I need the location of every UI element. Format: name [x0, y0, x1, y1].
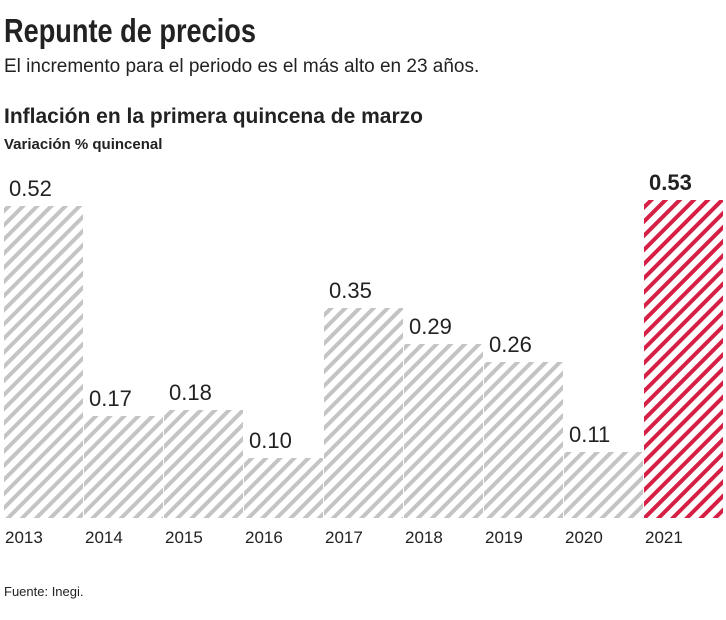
x-tick-label: 2016	[245, 528, 283, 547]
bar	[404, 344, 483, 518]
value-label: 0.26	[489, 332, 532, 357]
value-label: 0.29	[409, 314, 452, 339]
value-label: 0.10	[249, 428, 292, 453]
value-label: 0.18	[169, 380, 212, 405]
bar	[244, 458, 323, 518]
bar	[564, 452, 643, 518]
source: Fuente: Inegi.	[4, 584, 84, 599]
bar	[4, 206, 83, 518]
value-label: 0.52	[9, 176, 52, 201]
y-axis-label: Variación % quincenal	[4, 136, 162, 153]
x-tick-label: 2014	[85, 528, 123, 547]
bar	[644, 200, 723, 518]
chart-title: Inflación en la primera quincena de marz…	[4, 105, 423, 128]
bar	[84, 416, 163, 518]
x-tick-label: 2020	[565, 528, 603, 547]
x-tick-label: 2017	[325, 528, 363, 547]
x-tick-label: 2015	[165, 528, 203, 547]
bar	[484, 362, 563, 518]
page-subtitle: El incremento para el periodo es el más …	[4, 56, 479, 77]
value-label: 0.35	[329, 278, 372, 303]
value-label: 0.53	[649, 170, 692, 195]
x-tick-label: 2019	[485, 528, 523, 547]
bar	[164, 410, 243, 518]
x-tick-label: 2013	[5, 528, 43, 547]
x-tick-label: 2021	[645, 528, 683, 547]
value-label: 0.11	[569, 422, 610, 447]
bar	[324, 308, 403, 518]
page-title: Repunte de precios	[4, 12, 256, 49]
x-tick-label: 2018	[405, 528, 443, 547]
value-label: 0.17	[89, 386, 132, 411]
